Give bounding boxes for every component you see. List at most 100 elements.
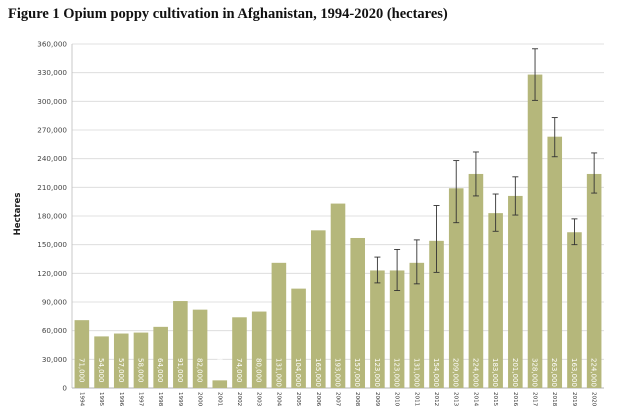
bar-value-label: 165,000 <box>314 358 322 387</box>
bars <box>74 74 602 389</box>
x-tick-label: 2020 <box>591 392 597 407</box>
bar <box>232 317 247 388</box>
bar <box>586 173 602 388</box>
bar <box>212 380 228 388</box>
bar <box>94 336 109 388</box>
y-tick-label: 240,000 <box>37 154 67 163</box>
bar-value-label: 57,000 <box>117 358 125 383</box>
x-tick-label: 2015 <box>492 392 498 407</box>
error-bars <box>374 48 598 291</box>
bar-value-label: 263,000 <box>550 358 558 387</box>
x-tick-label: 2011 <box>413 392 419 407</box>
y-tick-label: 120,000 <box>37 269 67 278</box>
y-tick-label: 270,000 <box>37 126 67 135</box>
y-tick-label: 60,000 <box>42 326 68 335</box>
x-tick-label: 2017 <box>532 392 538 407</box>
x-tick-label: 1997 <box>137 392 143 407</box>
bar-value-label: 154,000 <box>432 358 440 387</box>
y-tick-label: 300,000 <box>37 97 67 106</box>
bar-value-label: 201,000 <box>511 358 519 387</box>
bar-value-label: 54,000 <box>97 358 105 383</box>
bar-value-label: 58,000 <box>136 358 144 383</box>
x-tick-label: 2019 <box>571 392 577 407</box>
bar-value-label: 64,000 <box>156 358 164 383</box>
bar-value-label: 157,000 <box>353 358 361 387</box>
bar <box>409 262 425 388</box>
y-axis-label: Hectares <box>13 193 23 236</box>
bar <box>271 262 287 388</box>
x-tick-label: 2008 <box>354 392 360 407</box>
bar-value-label: 104,000 <box>294 358 302 387</box>
bar <box>350 237 365 388</box>
chart-title: Figure 1 Opium poppy cultivation in Afgh… <box>8 6 448 22</box>
x-tick-label: 2010 <box>394 392 400 407</box>
bar <box>389 270 405 388</box>
x-tick-label: 2002 <box>236 392 242 406</box>
bar <box>291 288 306 388</box>
bar <box>567 232 582 388</box>
x-tick-label: 2014 <box>472 392 478 407</box>
y-tick-label: 210,000 <box>37 183 67 192</box>
bar <box>113 333 129 388</box>
bar <box>429 240 444 388</box>
x-tick-label: 2006 <box>315 392 321 407</box>
bar-value-label: 193,000 <box>334 358 342 387</box>
bar-value-label: 71,000 <box>77 358 85 383</box>
bar <box>448 188 464 388</box>
bar-value-label: 328,000 <box>531 358 539 387</box>
bar-value-label: 163,000 <box>570 358 578 387</box>
x-tick-label: 2003 <box>256 392 262 407</box>
x-tick-label: 2001 <box>216 392 222 407</box>
x-tick-label: 1995 <box>98 392 104 407</box>
y-tick-label: 360,000 <box>37 40 67 49</box>
bar-value-label: 131,000 <box>412 358 420 387</box>
bar <box>547 136 563 388</box>
x-tick-label: 2013 <box>453 392 459 407</box>
y-tick-label: 30,000 <box>42 355 68 364</box>
x-tick-label: 1994 <box>78 392 84 407</box>
bar-value-label: 123,000 <box>373 358 381 387</box>
bar <box>311 230 326 388</box>
bar-value-label: 8,000 <box>215 358 223 378</box>
bar-value-label: 80,000 <box>255 358 263 383</box>
bar <box>488 213 503 388</box>
bar <box>508 195 523 388</box>
bar-value-label: 91,000 <box>176 358 184 383</box>
x-tick-label: 2016 <box>512 392 518 407</box>
bar-value-label: 82,000 <box>196 358 204 383</box>
y-tick-label: 0 <box>62 384 67 393</box>
x-tick-label: 2007 <box>335 392 341 407</box>
bar <box>527 74 543 389</box>
x-tick-label: 1999 <box>177 392 183 407</box>
bar <box>133 332 149 388</box>
x-tick-label: 2005 <box>295 392 301 407</box>
x-tick-label: 1998 <box>157 392 163 407</box>
x-tick-label: 1996 <box>118 392 124 407</box>
bar <box>173 301 188 388</box>
bar-value-label: 123,000 <box>393 358 401 387</box>
bar <box>370 270 385 388</box>
bar <box>251 311 267 388</box>
y-tick-label: 150,000 <box>37 240 67 249</box>
bar-value-label: 224,000 <box>471 358 479 387</box>
bar-value-label: 224,000 <box>590 358 598 387</box>
y-tick-label: 90,000 <box>42 298 68 307</box>
bar-value-label: 131,000 <box>274 358 282 387</box>
y-axis-ticks: 0 30,000 60,000 90,000 120,000 150,000 180,000… <box>37 40 67 393</box>
x-tick-label: 2000 <box>197 392 203 407</box>
bar-value-label: 183,000 <box>491 358 499 387</box>
x-tick-label: 2018 <box>551 392 557 407</box>
bar <box>468 173 484 388</box>
x-tick-label: 2004 <box>275 392 281 407</box>
bar <box>330 203 346 388</box>
y-tick-label: 180,000 <box>37 212 67 221</box>
x-tick-label: 2012 <box>433 392 439 406</box>
y-tick-label: 330,000 <box>37 68 67 77</box>
x-tick-label: 2009 <box>374 392 380 407</box>
bar <box>74 320 90 388</box>
bar <box>153 326 168 388</box>
bar <box>192 309 208 388</box>
bar-value-label: 209,000 <box>452 358 460 387</box>
bar-value-labels: 71,000 54,000 57,000 58,000 64,000 91,000 82,0… <box>77 358 597 387</box>
